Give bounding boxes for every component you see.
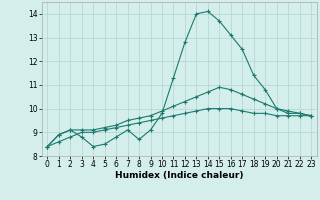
X-axis label: Humidex (Indice chaleur): Humidex (Indice chaleur)	[115, 171, 244, 180]
